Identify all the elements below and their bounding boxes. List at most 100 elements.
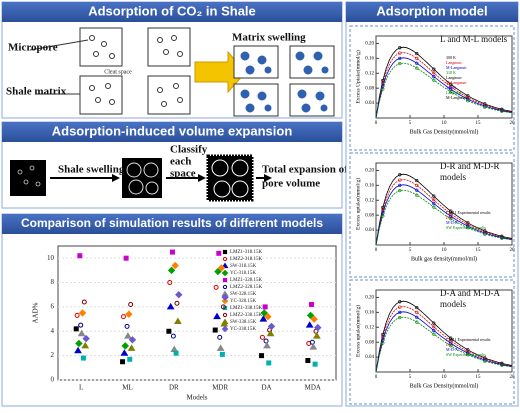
point [216, 344, 225, 351]
sample-point [432, 325, 436, 329]
legend-label: D-A [446, 342, 453, 347]
sample-point [381, 214, 385, 218]
legend-marker [222, 312, 228, 318]
point [314, 323, 322, 332]
plot-title: D-A and M-D-A [440, 288, 500, 298]
y-axis-label: Excess Uptake(mmol/g) [354, 50, 361, 103]
point [213, 312, 221, 320]
sample-point [398, 300, 402, 304]
y-axis-label: AAD% [32, 302, 40, 323]
legend-label: LMZ1 Experimental results [446, 337, 491, 342]
legend-label: SW Experimental results [446, 225, 486, 230]
legend-label: SW-338.15K [230, 320, 257, 325]
y-tick-label: 0.08 [365, 86, 374, 91]
point [78, 322, 84, 328]
point [214, 267, 222, 276]
legend-marker [222, 284, 228, 290]
sample-point [432, 78, 436, 82]
expansion-diagram [10, 154, 272, 202]
sample-point [398, 315, 402, 320]
label: Classify [170, 144, 208, 156]
point [120, 349, 129, 356]
sample-point [449, 90, 453, 94]
sample-point [415, 183, 419, 188]
legend-label: YC-338.15K [230, 327, 256, 332]
point [219, 351, 225, 357]
point [175, 291, 183, 299]
point [124, 332, 132, 339]
x-tick-label: 20 [510, 248, 516, 253]
sample-point [415, 66, 419, 70]
point [259, 353, 265, 359]
point [216, 250, 222, 256]
sample-point [466, 99, 470, 103]
x-tick-label: 20 [510, 375, 516, 380]
point [127, 356, 133, 362]
x-tick-label: L [79, 384, 83, 392]
point [123, 255, 129, 261]
point [313, 332, 321, 339]
y-tick-label: 6 [51, 303, 55, 311]
legend-label: M-D-A [446, 347, 458, 352]
point [81, 341, 90, 349]
legend-label: YC-318.15K [230, 271, 256, 276]
sample-point [398, 56, 402, 60]
point [259, 334, 265, 340]
x-axis-label: Bulk Gas Density(mmol/ml) [410, 128, 479, 135]
legend-label: 318 K [446, 70, 456, 75]
point [312, 361, 318, 367]
sample-point [432, 205, 436, 209]
y-tick-label: 0 [51, 376, 55, 384]
sample-point [466, 353, 470, 357]
point [166, 328, 172, 334]
sample-point [432, 67, 436, 71]
point [266, 329, 275, 337]
panel-header [346, 2, 518, 22]
plot-title: L and M-L models [440, 34, 508, 44]
legend-label: M-D-R [446, 220, 458, 225]
panel-title: Adsorption-induced volume expansion [52, 123, 293, 138]
y-tick-label: 0.12 [365, 71, 374, 76]
sample-point [415, 56, 419, 61]
y-axis-label: Excess uptake(mmol/g) [354, 178, 361, 230]
shale-diagram [29, 27, 191, 115]
panel-title: Adsorption model [376, 3, 487, 18]
legend-label: M-Langmuir [446, 65, 467, 70]
plot-title: models [440, 299, 466, 309]
y-tick-label: 0.08 [365, 340, 374, 345]
point [74, 312, 80, 318]
y-tick-label: 10 [47, 254, 55, 262]
legend-label: 308 K [446, 55, 456, 60]
point [169, 249, 175, 255]
y-tick-label: 0.20 [365, 169, 374, 174]
point [266, 360, 272, 366]
sample-point [415, 188, 419, 192]
sample-point [415, 193, 419, 197]
sample-point [449, 344, 453, 348]
legend-label: YC-328.15K [230, 299, 256, 304]
point [260, 309, 268, 317]
sample-point [466, 226, 470, 230]
point [267, 322, 276, 331]
point [263, 338, 269, 344]
label: each [170, 156, 191, 168]
subpanel [349, 152, 515, 278]
sample-point [398, 310, 402, 314]
point [78, 309, 87, 317]
y-tick-label: 0.16 [365, 184, 374, 189]
sample-point [483, 104, 487, 108]
point [309, 343, 318, 350]
x-tick-label: 15 [476, 121, 482, 126]
legend-label: Langmuir [446, 75, 462, 80]
x-tick-label: 10 [442, 121, 448, 126]
point [217, 334, 223, 340]
point [77, 329, 86, 337]
legend-label: LMZ1-338.15K [230, 306, 262, 311]
sample-point [381, 341, 385, 345]
x-tick-label: 5 [409, 121, 412, 126]
point [173, 350, 179, 356]
x-tick-label: 5 [409, 375, 412, 380]
x-tick-label: 0 [375, 121, 378, 126]
sample-point [381, 87, 385, 91]
